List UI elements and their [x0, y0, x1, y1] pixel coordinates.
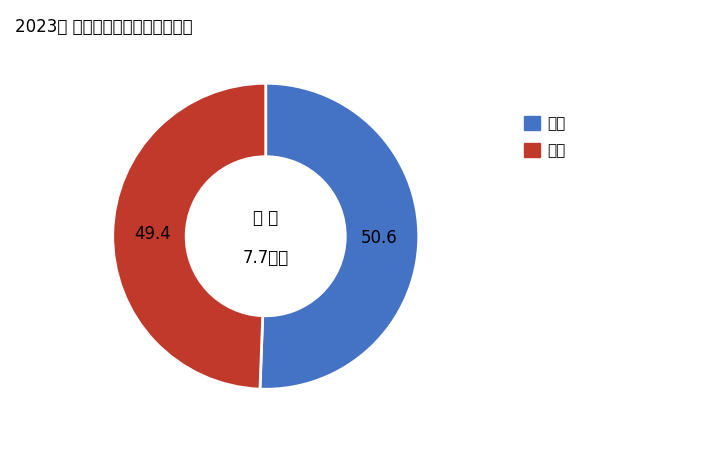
- Text: 50.6: 50.6: [360, 230, 397, 248]
- Text: 7.7億円: 7.7億円: [242, 249, 289, 267]
- Legend: 中国, タイ: 中国, タイ: [518, 110, 571, 165]
- Text: 総 額: 総 額: [253, 209, 278, 227]
- Wedge shape: [260, 83, 419, 389]
- Text: 2023年 輸出相手国のシェア（％）: 2023年 輸出相手国のシェア（％）: [15, 18, 192, 36]
- Text: 49.4: 49.4: [134, 225, 171, 243]
- Wedge shape: [113, 83, 266, 389]
